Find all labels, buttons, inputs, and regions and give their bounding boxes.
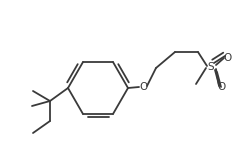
Text: S: S [208, 62, 214, 72]
Text: O: O [224, 53, 232, 63]
Text: O: O [218, 82, 226, 92]
Text: O: O [139, 82, 147, 92]
